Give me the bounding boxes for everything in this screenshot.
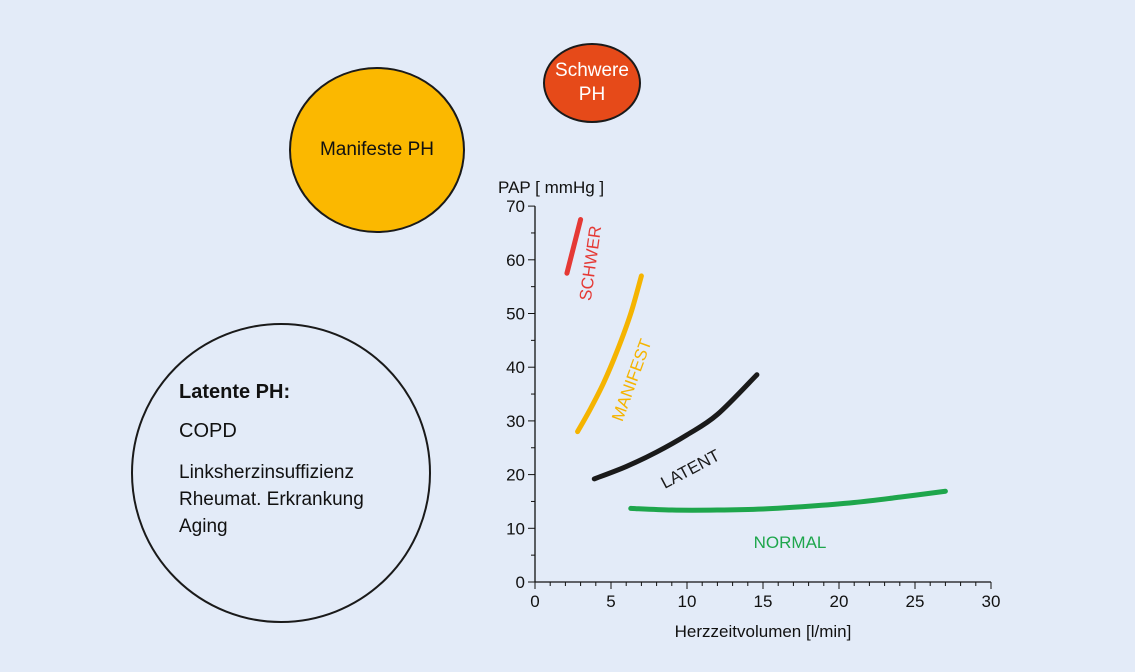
chart-axes: 0 10 20 30 40 50 60 70 0 5 10 15 20 25 30: [506, 197, 1000, 611]
y-tick-label: 60: [506, 251, 525, 270]
latente-ph-item-copd: COPD: [179, 420, 237, 442]
x-tick-label: 15: [754, 592, 773, 611]
x-tick-label: 5: [606, 592, 615, 611]
series-label-normal: NORMAL: [754, 533, 827, 552]
schwere-ph-bubble: Schwere PH: [543, 43, 641, 123]
y-tick-label: 10: [506, 519, 525, 538]
latente-ph-item-rheumat: Rheumat. Erkrankung: [179, 489, 364, 510]
latente-ph-bubble: Latente PH: COPD Linksherzinsuffizienz R…: [131, 323, 431, 623]
y-tick-label: 0: [516, 573, 525, 592]
latente-ph-title: Latente PH:: [179, 381, 291, 403]
series-line-normal: [628, 488, 948, 513]
latente-ph-item-linksherz: Linksherzinsuffizienz: [179, 462, 354, 483]
y-tick-label: 50: [506, 305, 525, 324]
x-tick-label: 0: [530, 592, 539, 611]
y-tick-label: 30: [506, 412, 525, 431]
series-line-manifest: [575, 273, 644, 435]
manifest-ph-bubble: Manifeste PH: [289, 67, 465, 233]
manifest-ph-label: Manifeste PH: [319, 139, 435, 160]
x-tick-label: 25: [906, 592, 925, 611]
x-tick-label: 30: [982, 592, 1001, 611]
y-tick-label: 20: [506, 466, 525, 485]
schwere-ph-label-line1: Schwere: [555, 60, 629, 81]
latente-ph-item-aging: Aging: [179, 516, 228, 537]
x-tick-label: 20: [830, 592, 849, 611]
series-line-latent: [591, 372, 760, 482]
y-tick-label: 40: [506, 358, 525, 377]
x-axis-label: Herzzeitvolumen [l/min]: [675, 622, 852, 641]
series-label-latent: LATENT: [658, 446, 723, 493]
chart-series: [564, 217, 948, 513]
schwere-ph-label-line2: PH: [578, 84, 606, 105]
series-line-schwer: [564, 217, 584, 276]
x-tick-label: 10: [678, 592, 697, 611]
y-axis-label: PAP [ mmHg ]: [498, 178, 604, 197]
series-label-schwer: SCHWER: [576, 224, 605, 301]
y-tick-label: 70: [506, 197, 525, 216]
